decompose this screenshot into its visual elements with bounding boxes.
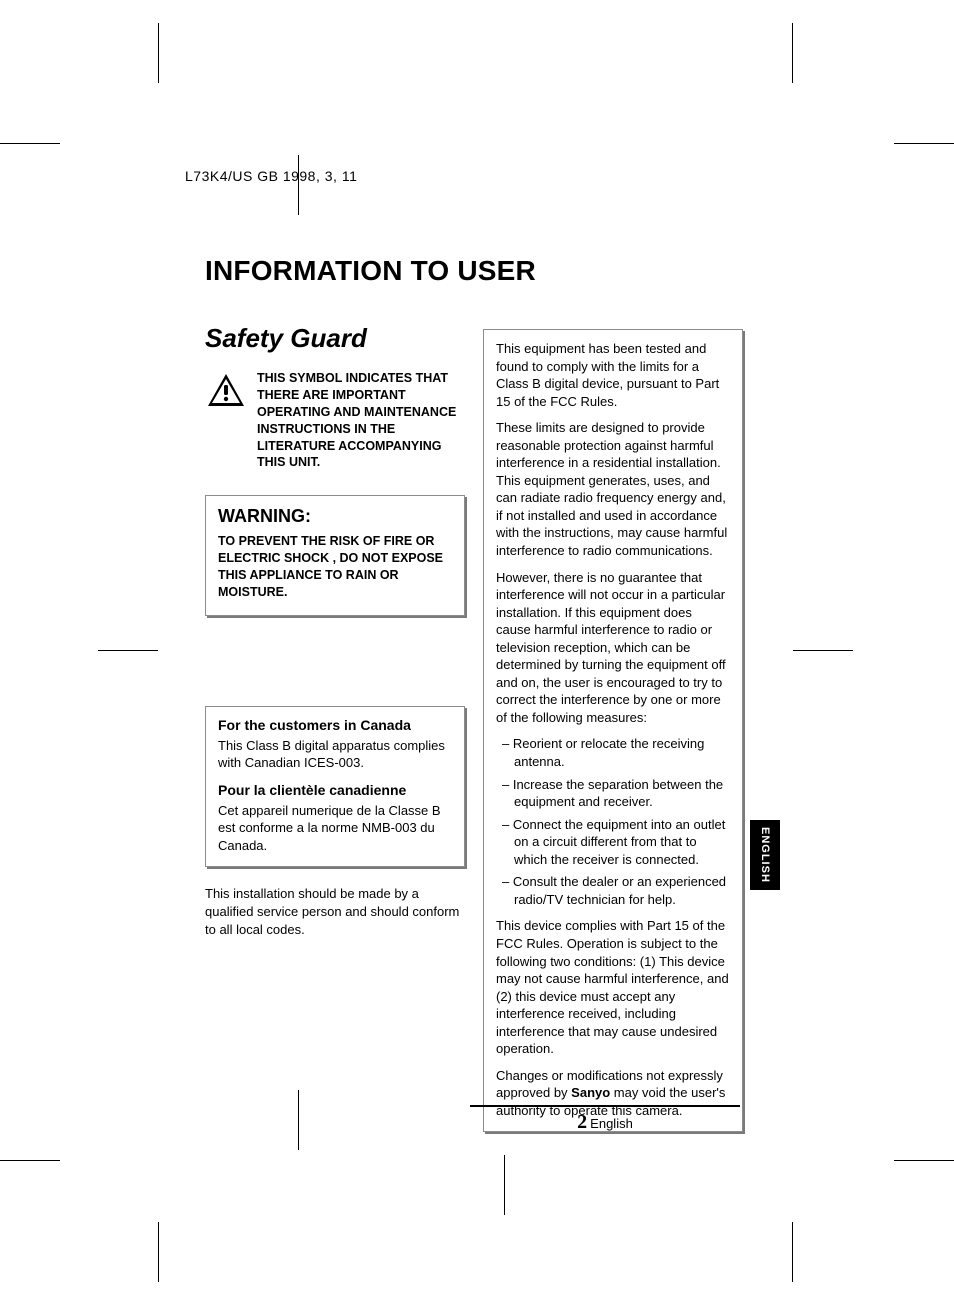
canada-text-fr: Cet appareil numerique de la Classe B es… [218,802,452,855]
right-column: This equipment has been tested and found… [483,323,743,1132]
crop-mark [0,143,60,144]
warning-box: WARNING: TO PREVENT THE RISK OF FIRE OR … [205,495,465,616]
crop-mark [894,1160,954,1161]
symbol-text: THIS SYMBOL INDICATES THAT THERE ARE IMP… [257,370,465,471]
crop-mark [504,1155,505,1215]
crop-mark [158,1222,159,1282]
crop-mark [793,650,853,651]
crop-mark [894,143,954,144]
crop-mark [792,1222,793,1282]
fcc-p3: However, there is no guarantee that inte… [496,569,730,727]
page: L73K4/US GB 1998, 3, 11 INFORMATION TO U… [0,0,954,1305]
left-column: Safety Guard THIS SYMBOL INDICATES THAT … [205,323,465,1132]
symbol-row: THIS SYMBOL INDICATES THAT THERE ARE IMP… [205,370,465,471]
fcc-bullet: Consult the dealer or an experienced rad… [496,873,730,908]
canada-heading-fr: Pour la clientèle canadienne [218,782,452,798]
canada-text-en: This Class B digital apparatus complies … [218,737,452,772]
main-title: INFORMATION TO USER [205,255,743,287]
crop-mark [0,1160,60,1161]
brand-name: Sanyo [571,1085,610,1100]
fcc-p4: This device complies with Part 15 of the… [496,917,730,1057]
warning-heading: WARNING: [218,506,452,527]
language-tab: ENGLISH [750,820,780,890]
canada-box: For the customers in Canada This Class B… [205,706,465,868]
header-code: L73K4/US GB 1998, 3, 11 [185,168,357,184]
crop-mark [792,23,793,83]
fcc-bullet: Connect the equipment into an outlet on … [496,816,730,869]
fcc-p2: These limits are designed to provide rea… [496,419,730,559]
fcc-bullet: Increase the separation between the equi… [496,776,730,811]
warning-triangle-icon [205,370,247,471]
fcc-box: This equipment has been tested and found… [483,329,743,1132]
install-note: This installation should be made by a qu… [205,885,465,938]
crop-mark [298,1090,299,1150]
content-area: INFORMATION TO USER Safety Guard THIS SY… [205,255,743,1132]
fcc-p1: This equipment has been tested and found… [496,340,730,410]
crop-mark [98,650,158,651]
crop-mark [158,23,159,83]
canada-heading-en: For the customers in Canada [218,717,452,733]
crop-mark [298,155,299,215]
page-number: 2English [470,1105,740,1134]
safety-title: Safety Guard [205,323,465,354]
fcc-bullet: Reorient or relocate the receiving anten… [496,735,730,770]
columns: Safety Guard THIS SYMBOL INDICATES THAT … [205,323,743,1132]
warning-text: TO PREVENT THE RISK OF FIRE OR ELECTRIC … [218,533,452,601]
page-number-value: 2 [577,1111,587,1133]
fcc-bullets: Reorient or relocate the receiving anten… [496,735,730,908]
page-lang: English [590,1116,633,1131]
